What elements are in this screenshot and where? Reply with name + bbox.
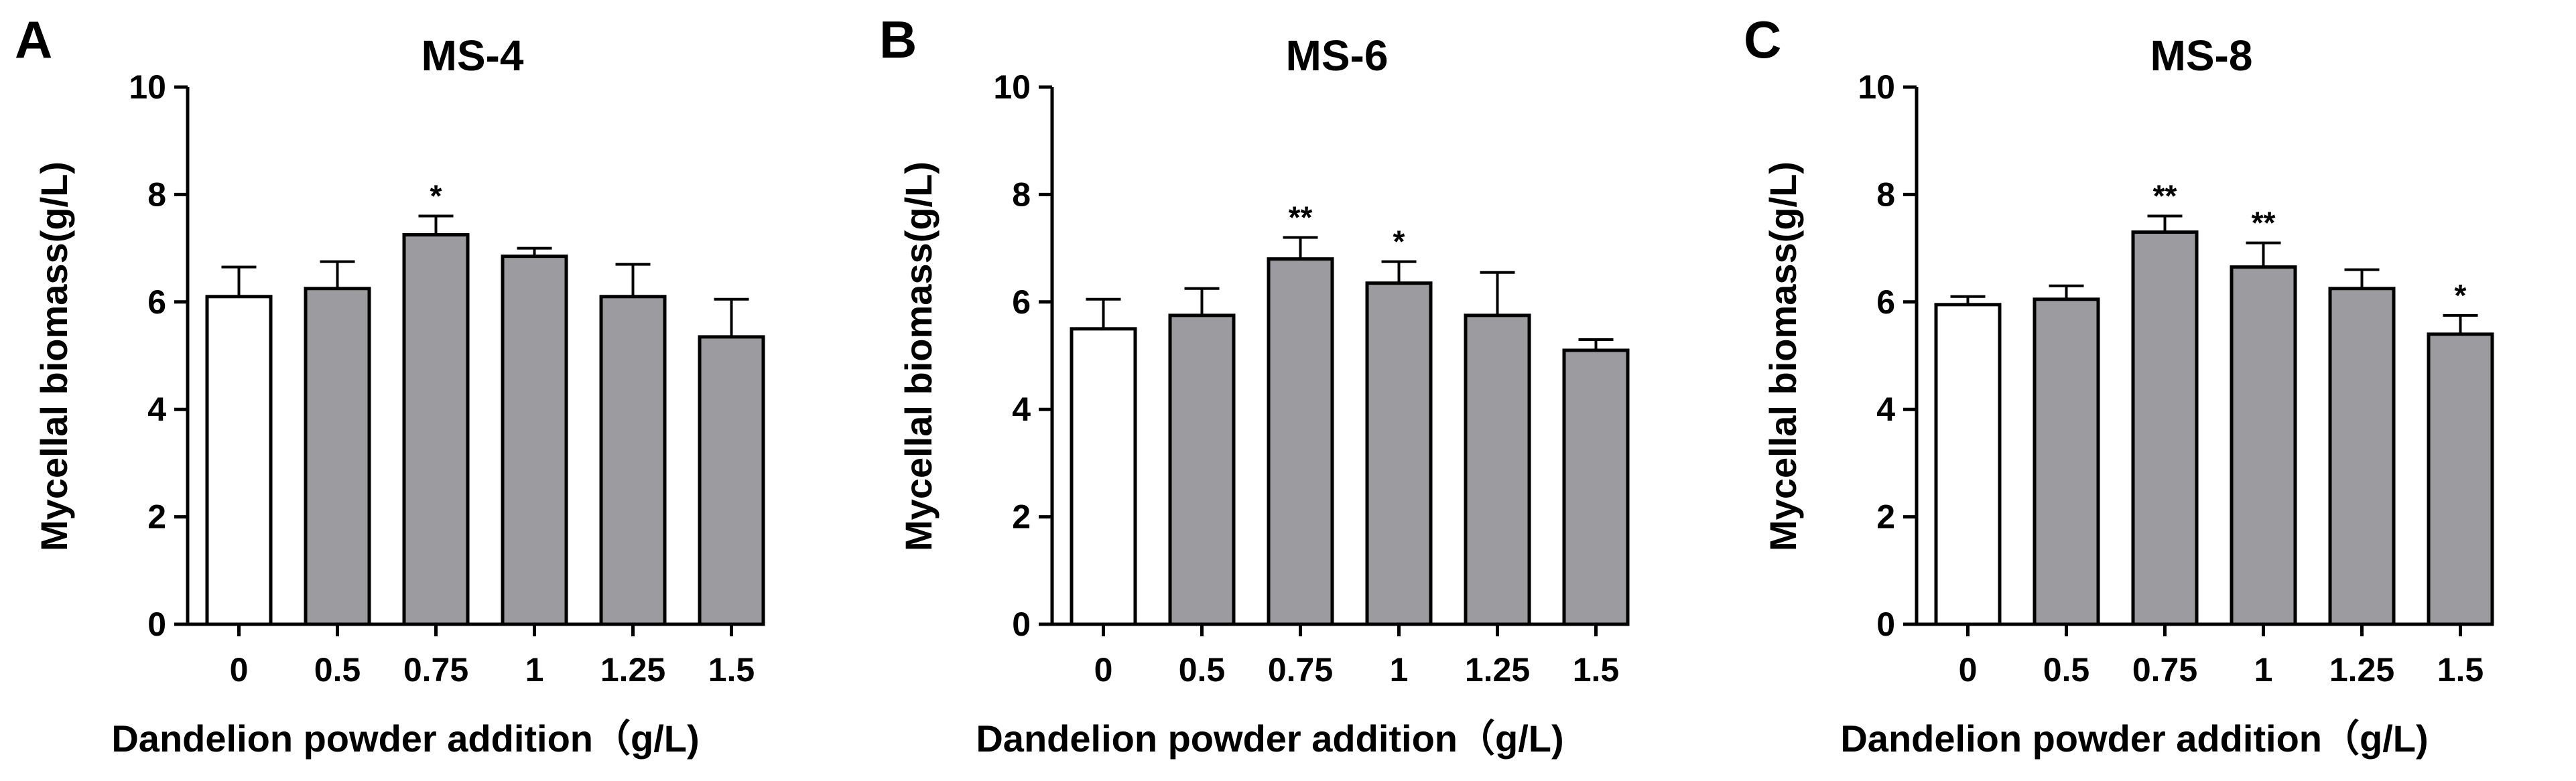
x-tick-label: 0 xyxy=(1094,651,1113,689)
x-tick-label: 0.75 xyxy=(403,651,468,689)
bar xyxy=(2328,287,2396,626)
bar xyxy=(304,287,371,626)
panel-a: A MS-4 Mycellal biomass(g/L) Dandelion p… xyxy=(15,10,765,760)
y-axis-label: Mycellal biomass(g/L) xyxy=(897,161,940,551)
x-tick-label: 0.5 xyxy=(2043,651,2090,689)
bar xyxy=(2427,332,2494,626)
y-tick-label: 0 xyxy=(1012,606,1031,643)
panel-letter: C xyxy=(1744,10,1781,69)
x-tick-label: 0.5 xyxy=(1179,651,1226,689)
bar xyxy=(1168,313,1236,626)
x-axis-label: Dandelion powder addition（g/L) xyxy=(111,717,699,760)
bar xyxy=(698,335,765,626)
y-tick-label: 2 xyxy=(1012,498,1031,536)
y-tick-label: 8 xyxy=(1876,175,1895,213)
panel-b: B MS-6 Mycellal biomass(g/L) Dandelion p… xyxy=(879,10,1630,760)
bar xyxy=(2131,230,2199,626)
x-tick-label: 1.25 xyxy=(2329,651,2394,689)
y-axis-label: Mycellal biomass(g/L) xyxy=(1762,161,1804,551)
y-tick-label: 10 xyxy=(129,68,166,106)
x-tick-label: 1.25 xyxy=(600,651,665,689)
significance-label: ** xyxy=(1289,200,1313,235)
bar xyxy=(1934,303,2002,626)
x-tick-label: 1 xyxy=(525,651,544,689)
chart-title: MS-6 xyxy=(1286,31,1389,80)
x-tick-label: 0 xyxy=(1959,651,1978,689)
x-tick-label: 1 xyxy=(2254,651,2273,689)
y-tick-label: 2 xyxy=(147,498,166,536)
y-tick-label: 6 xyxy=(1012,283,1031,321)
significance-label: * xyxy=(1393,224,1405,259)
bar xyxy=(1562,348,1630,626)
chart-title: MS-8 xyxy=(2150,31,2253,80)
significance-label: ** xyxy=(2252,206,2276,240)
y-tick-label: 8 xyxy=(147,175,166,213)
y-tick-label: 6 xyxy=(1876,283,1895,321)
y-tick-label: 8 xyxy=(1012,175,1031,213)
bar xyxy=(402,233,470,626)
x-tick-label: 0.75 xyxy=(2132,651,2197,689)
bar xyxy=(501,255,568,626)
significance-label: * xyxy=(2455,278,2467,313)
y-axis-label: Mycellal biomass(g/L) xyxy=(33,161,75,551)
significance-label: * xyxy=(430,178,442,213)
x-tick-label: 1.25 xyxy=(1465,651,1530,689)
bar xyxy=(2033,297,2100,626)
y-tick-label: 2 xyxy=(1876,498,1895,536)
bar xyxy=(1070,327,1137,626)
bar xyxy=(1365,281,1433,626)
bar xyxy=(2230,265,2297,626)
significance-label: ** xyxy=(2153,178,2177,213)
panel-letter: B xyxy=(879,10,917,69)
bar xyxy=(205,295,273,626)
x-axis-label: Dandelion powder addition（g/L) xyxy=(976,717,1563,760)
y-tick-label: 4 xyxy=(1876,390,1895,428)
x-tick-label: 1 xyxy=(1390,651,1409,689)
chart-title: MS-4 xyxy=(422,31,524,80)
plot-area: 0 2 4 6 8 10 0 0.5 ** 0.75 ** 1 1.25 * 1.5 xyxy=(1858,68,2494,689)
bar xyxy=(1464,313,1531,626)
y-tick-label: 4 xyxy=(1012,390,1031,428)
x-tick-label: 1.5 xyxy=(708,651,755,689)
x-tick-label: 0.5 xyxy=(314,651,361,689)
y-tick-label: 10 xyxy=(993,68,1031,106)
y-tick-label: 4 xyxy=(147,390,166,428)
x-tick-label: 0.75 xyxy=(1268,651,1333,689)
x-tick-label: 1.5 xyxy=(2437,651,2484,689)
plot-area: 0 2 4 6 8 10 0 0.5 * 0.75 1 1.25 1.5 xyxy=(129,68,765,689)
bar xyxy=(599,295,667,626)
y-tick-label: 0 xyxy=(147,606,166,643)
y-tick-label: 6 xyxy=(147,283,166,321)
x-axis-label: Dandelion powder addition（g/L) xyxy=(1840,717,2428,760)
plot-area: 0 2 4 6 8 10 0 0.5 ** 0.75 * 1 1.25 1.5 xyxy=(993,68,1630,689)
panel-c: C MS-8 Mycellal biomass(g/L) Dandelion p… xyxy=(1744,10,2494,760)
panel-letter: A xyxy=(15,10,52,69)
y-tick-label: 10 xyxy=(1858,68,1895,106)
bar xyxy=(1267,257,1334,626)
x-tick-label: 0 xyxy=(230,651,249,689)
x-tick-label: 1.5 xyxy=(1573,651,1620,689)
y-tick-label: 0 xyxy=(1876,606,1895,643)
